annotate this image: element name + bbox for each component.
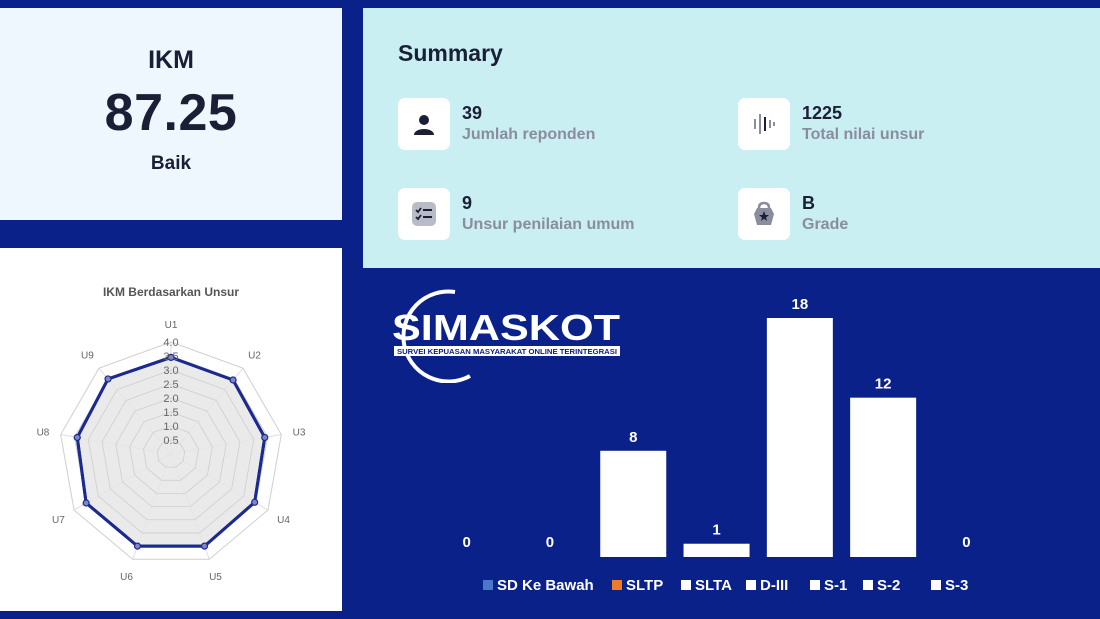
radar-point: [200, 542, 209, 550]
stat-respondents: 39 Jumlah reponden: [398, 98, 595, 150]
stat-elements: 9 Unsur penilaian umum: [398, 188, 634, 240]
ikm-value: 87.25: [104, 84, 238, 142]
simaskot-logo: SIMASKOT SURVEI KEPUASAN MASYARAKAT ONLI…: [392, 289, 620, 383]
radar-axis-label: U5: [209, 572, 222, 583]
radar-grid-overlay: [101, 383, 241, 521]
bar-value-label: 0: [462, 534, 470, 551]
legend-label: D-III: [760, 577, 788, 594]
bar-value-label: 12: [875, 376, 892, 393]
radar-axis-label: U4: [277, 515, 290, 526]
bar: [683, 543, 750, 557]
bar-value-label: 1: [712, 522, 720, 539]
legend-label: SD Ke Bawah: [497, 577, 594, 594]
bar-value-label: 0: [546, 534, 554, 551]
radar-grid-overlay: [87, 369, 255, 534]
radar-axis-label: U2: [248, 350, 261, 361]
radar-point: [82, 499, 90, 507]
radar-chart: IKM Berdasarkan Unsur 0.5 1.0 1.5 2.0 2.5 3.0 3…: [37, 285, 306, 583]
summary-card: Summary 39 Jumlah reponden 1225 Total n: [363, 8, 1100, 268]
radar-point: [167, 353, 175, 362]
stat-respondents-value: 39: [462, 103, 483, 123]
radar-grid-overlay: [60, 341, 282, 560]
stat-total-score-label: Total nilai unsur: [802, 126, 925, 143]
radar-axis-label: U1: [165, 320, 178, 331]
radar-point: [261, 433, 269, 442]
checklist-icon: [398, 188, 450, 240]
radar-tick-label: 2.0: [163, 393, 178, 405]
ikm-card: IKM 87.25 Baik: [0, 8, 342, 220]
stat-respondents-label: Jumlah reponden: [462, 126, 596, 143]
legend-swatch: [746, 580, 756, 590]
radar-point: [104, 375, 112, 383]
logo-tagline-bar: [394, 346, 620, 356]
radar-point: [133, 542, 142, 550]
bars-icon: [738, 98, 790, 150]
radar-tick-label: 1.5: [163, 407, 178, 419]
logo-arc: [401, 289, 471, 383]
bar-chart: 0 0 8 1 18 12 0 SD Ke Bawah SLTP SLTA D-III S-1 S-2 S…: [462, 296, 970, 594]
summary-title: Summary: [398, 40, 503, 66]
radar-point: [73, 433, 81, 442]
legend-label: S-2: [877, 577, 900, 594]
legend-swatch: [863, 580, 873, 590]
legend-label: S-3: [945, 577, 968, 594]
radar-grid-overlay: [129, 411, 213, 494]
radar-point: [229, 376, 237, 384]
radar-tick-label: 3.5: [163, 351, 178, 363]
legend-swatch: [612, 580, 622, 590]
radar-tick-label: 2.5: [163, 379, 178, 391]
logo-text: SIMASKOT: [392, 307, 620, 348]
stat-grade-label: Grade: [802, 216, 849, 233]
legend-label: SLTA: [695, 577, 732, 594]
bar-value-label: 0: [962, 534, 970, 551]
radar-grid-overlay: [115, 397, 227, 508]
stat-elements-value: 9: [462, 193, 473, 213]
radar-axis-label: U6: [120, 572, 133, 583]
bar: [600, 450, 667, 557]
radar-tick-label: 3.0: [163, 365, 178, 377]
radar-grid-overlay: [156, 439, 186, 468]
radar-axis-label: U8: [37, 427, 50, 438]
bar: [766, 318, 833, 557]
radar-axis-label: U7: [52, 515, 65, 526]
legend-swatch: [483, 580, 493, 590]
stat-total-score: 1225 Total nilai unsur: [738, 98, 924, 150]
legend-label: SLTP: [626, 577, 663, 594]
ikm-label: Baik: [150, 153, 192, 174]
bar-value-label: 8: [629, 429, 637, 446]
badge-icon: [738, 188, 790, 240]
bar: [850, 397, 917, 557]
logo-tagline: SURVEI KEPUASAN MASYARAKAT ONLINE TERINT…: [397, 349, 617, 356]
stat-grade-value: B: [802, 193, 815, 213]
radar-tick-label: 4.0: [163, 337, 178, 349]
ikm-title: IKM: [148, 46, 194, 74]
radar-title: IKM Berdasarkan Unsur: [103, 285, 239, 299]
legend-swatch: [810, 580, 820, 590]
radar-axis-label: U9: [81, 350, 94, 361]
stat-total-score-value: 1225: [802, 103, 843, 123]
radar-axis-label: U3: [293, 427, 306, 438]
legend-swatch: [931, 580, 941, 590]
radar-tick-label: 0.5: [163, 435, 178, 447]
bar-value-label: 18: [792, 296, 809, 313]
stat-elements-label: Unsur penilaian umum: [462, 216, 635, 233]
radar-grid-overlay: [143, 425, 199, 481]
bottom-strip: [0, 611, 1100, 619]
radar-tick-label: 1.0: [163, 421, 178, 433]
radar-series-outline: [75, 355, 267, 548]
user-icon: [398, 98, 450, 150]
stat-grade: B Grade: [738, 188, 848, 240]
legend-label: S-1: [824, 577, 847, 594]
radar-point: [251, 498, 259, 506]
legend-swatch: [681, 580, 691, 590]
radar-chart-card: IKM Berdasarkan Unsur 0.5 1.0 1.5 2.0 2.5 3.0 3…: [0, 248, 342, 611]
